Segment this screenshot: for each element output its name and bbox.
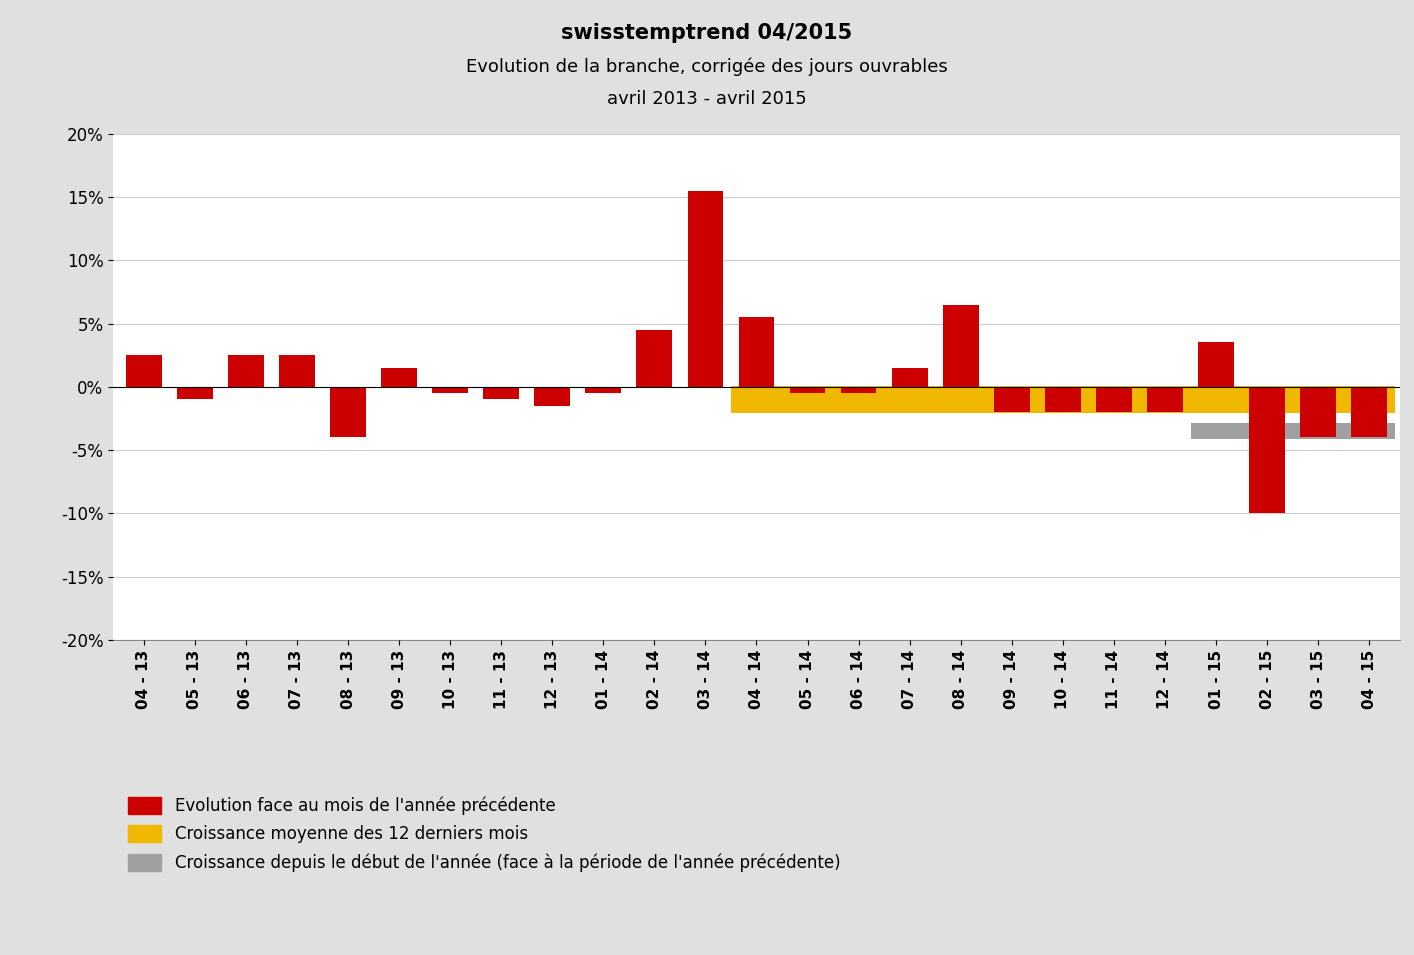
Bar xyxy=(1352,387,1387,437)
Text: avril 2013 - avril 2015: avril 2013 - avril 2015 xyxy=(607,90,807,108)
Bar xyxy=(994,387,1029,413)
Bar xyxy=(126,355,161,387)
Bar xyxy=(177,387,212,399)
Text: Evolution de la branche, corrigée des jours ouvrables: Evolution de la branche, corrigée des jo… xyxy=(467,58,947,76)
Bar xyxy=(1096,387,1131,413)
Bar xyxy=(943,305,978,387)
Bar xyxy=(228,355,264,387)
Legend: Evolution face au mois de l'année précédente, Croissance moyenne des 12 derniers: Evolution face au mois de l'année précéd… xyxy=(122,790,847,879)
Bar xyxy=(1249,387,1285,514)
Bar xyxy=(484,387,519,399)
Bar xyxy=(687,191,724,387)
Bar xyxy=(841,387,877,393)
Bar xyxy=(433,387,468,393)
Bar xyxy=(1147,387,1184,413)
Bar xyxy=(1045,387,1080,413)
Bar xyxy=(1198,343,1234,387)
Bar xyxy=(585,387,621,393)
Bar xyxy=(382,368,417,387)
Bar xyxy=(789,387,826,393)
Bar xyxy=(329,387,366,437)
Bar xyxy=(731,386,1394,414)
Bar xyxy=(1301,387,1336,437)
Bar xyxy=(279,355,315,387)
Bar xyxy=(534,387,570,406)
Text: swisstemptrend 04/2015: swisstemptrend 04/2015 xyxy=(561,23,853,43)
Bar xyxy=(1191,423,1394,438)
Bar xyxy=(636,329,672,387)
Bar xyxy=(738,317,775,387)
Bar xyxy=(892,368,928,387)
